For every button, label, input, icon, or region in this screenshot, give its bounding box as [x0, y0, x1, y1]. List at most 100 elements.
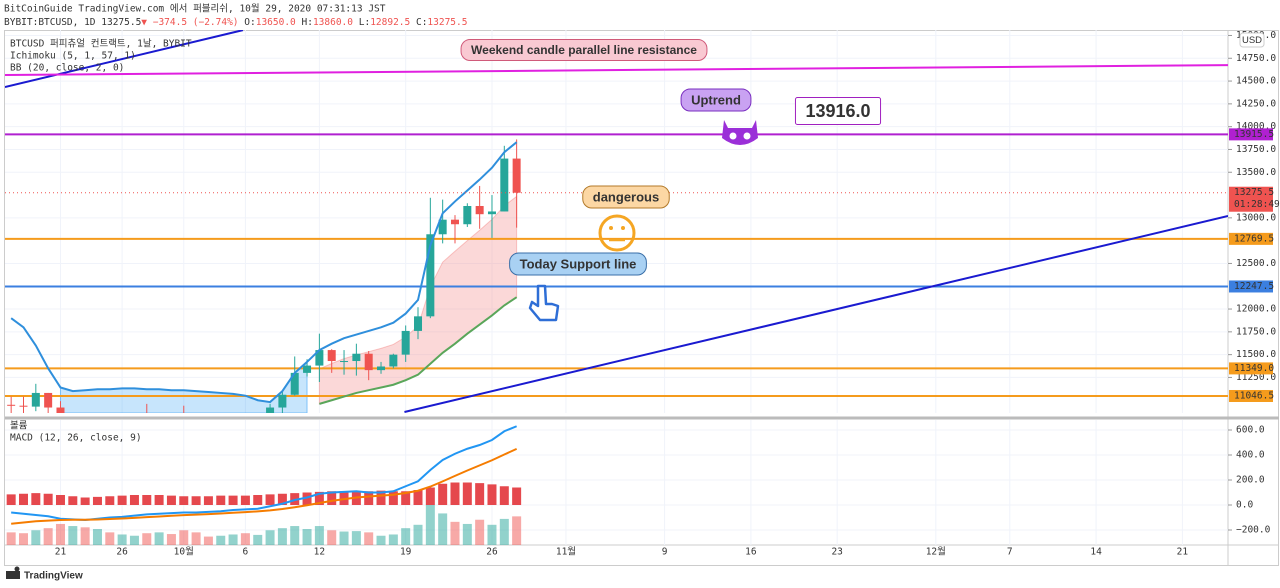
change: ▼ −374.5 (−2.74%) — [141, 17, 238, 28]
volume-bar — [6, 532, 16, 545]
y-tick-label: 14250.0 — [1236, 98, 1276, 109]
histogram-bar — [18, 493, 28, 505]
x-tick-label: 16 — [745, 547, 757, 558]
level-label: 13915.5 — [1234, 129, 1274, 140]
candle-body — [327, 350, 336, 362]
volume-bar — [203, 536, 213, 545]
histogram-bar — [228, 495, 238, 505]
trendline — [5, 30, 244, 89]
x-tick-label: 23 — [831, 547, 842, 558]
x-tick-label: 26 — [116, 547, 128, 558]
legend-line: Ichimoku (5, 1, 57, 1) — [10, 51, 136, 62]
volume-bar — [339, 531, 349, 545]
trendline — [5, 64, 1228, 77]
trendline — [404, 215, 1228, 413]
level-tag — [1229, 389, 1273, 402]
histogram-bar — [401, 491, 411, 505]
histogram-bar — [240, 495, 250, 505]
pointing-hand-icon — [528, 284, 560, 322]
candle-body — [352, 353, 361, 362]
histogram-bar — [203, 496, 213, 505]
volume-bar — [105, 532, 115, 545]
x-tick-label: 11월 — [556, 546, 576, 558]
candle-body — [426, 234, 435, 317]
volume-bar — [388, 534, 398, 545]
last-price-tag — [1229, 186, 1273, 212]
overlay: 212610월612192611월9162312월7142115000.0147… — [55, 30, 1280, 558]
y2-tick-label: −200.0 — [1236, 525, 1271, 536]
histogram-bar — [364, 491, 374, 505]
histogram-bar — [265, 494, 275, 505]
legend-line: 볼륨 — [10, 421, 28, 432]
volume-bar — [277, 528, 287, 545]
candle-body — [401, 330, 410, 355]
level-tag — [1229, 280, 1273, 293]
candle-body — [475, 205, 484, 215]
last: 13275.5 — [101, 17, 141, 28]
volume-bar — [351, 531, 361, 545]
histogram-bar — [450, 482, 460, 505]
candle-body — [31, 392, 40, 407]
candle-body — [340, 361, 349, 363]
volume-bar — [129, 535, 139, 545]
histogram-bar — [31, 493, 41, 505]
x-tick-label: 10월 — [174, 546, 194, 558]
footer: TradingView — [24, 571, 83, 582]
annotation: Today Support line — [520, 256, 637, 271]
histogram-bar — [191, 496, 201, 505]
currency[interactable]: USD — [1242, 35, 1262, 46]
volume-bar — [499, 518, 509, 545]
histogram-bar — [43, 493, 53, 505]
histogram-bar — [216, 495, 226, 505]
x-tick-label: 21 — [55, 547, 67, 558]
ohlc-value: 13650.0 — [256, 17, 296, 28]
legend-line: BB (20, close, 2, 0) — [10, 63, 124, 74]
histogram-bar — [253, 495, 263, 505]
header-line: BitCoinGuide TradingView.com 에서 퍼블리쉬, 10… — [4, 3, 386, 15]
cat-icon — [722, 120, 758, 145]
ohlc-value: 13275.5 — [427, 17, 467, 28]
volume-bar — [154, 532, 164, 545]
volume-bar — [462, 523, 472, 545]
y2-tick-label: 200.0 — [1236, 475, 1265, 486]
histogram-bar — [499, 486, 509, 505]
level-tag — [1229, 232, 1273, 245]
ohlc-label: O: — [244, 17, 255, 28]
histogram-bar — [117, 495, 127, 505]
x-tick-label: 12 — [314, 547, 325, 558]
volume-bar — [438, 513, 448, 545]
histogram-bar — [376, 490, 386, 505]
volume-bar — [179, 530, 189, 545]
level-tag — [1229, 362, 1273, 375]
volume-bar — [92, 529, 102, 545]
x-tick-label: 6 — [243, 547, 249, 558]
level-label: 12247.5 — [1234, 281, 1274, 292]
volume-bar — [487, 524, 497, 545]
histogram-bar — [512, 487, 522, 505]
level-label: 11046.5 — [1234, 390, 1274, 401]
volume-bar — [216, 535, 226, 545]
candle-body — [512, 158, 521, 193]
x-tick-label: 14 — [1090, 547, 1102, 558]
symbol: BYBIT:BTCUSD, 1D — [4, 17, 96, 28]
annotation: dangerous — [593, 189, 659, 204]
candle-body — [364, 353, 373, 371]
histogram-bar — [487, 484, 497, 505]
candle-body — [315, 350, 324, 366]
volume-bar — [265, 530, 275, 545]
candle-body — [500, 158, 509, 212]
y-tick-label: 14500.0 — [1236, 76, 1276, 87]
volume-bar — [68, 526, 78, 545]
candle-body — [56, 407, 65, 413]
currency-box[interactable] — [1239, 32, 1265, 48]
histogram-bar — [302, 492, 312, 505]
volume-bar — [43, 528, 53, 545]
price-pane — [5, 30, 1228, 413]
candle-body — [7, 404, 16, 406]
volume-bar — [327, 530, 337, 545]
candle-body — [44, 392, 53, 408]
y-tick-label: 14000.0 — [1236, 121, 1276, 132]
ohlc-value: 12892.5 — [370, 17, 410, 28]
candle-body — [377, 366, 386, 371]
